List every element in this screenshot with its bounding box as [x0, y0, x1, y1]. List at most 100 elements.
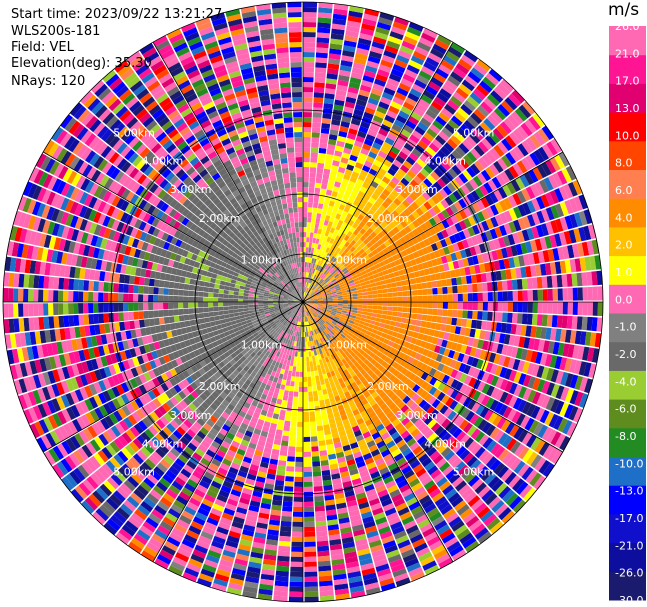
gate-cell — [193, 349, 201, 357]
gate-cell — [331, 309, 337, 313]
gate-cell — [288, 390, 294, 397]
gate-cell — [280, 445, 288, 452]
gate-cell — [311, 376, 316, 382]
gate-cell — [521, 157, 532, 171]
gate-cell — [525, 186, 536, 200]
gate-cell — [341, 221, 348, 229]
gate-cell — [407, 302, 413, 308]
gate-cell — [115, 532, 130, 545]
gate-cell — [366, 369, 374, 376]
gate-cell — [52, 463, 65, 479]
gate-cell — [234, 479, 245, 488]
gate-cell — [592, 286, 598, 301]
gate-cell — [386, 283, 392, 289]
gate-cell — [171, 406, 181, 416]
gate-cell — [311, 441, 319, 447]
gate-cell — [446, 387, 455, 397]
gate-cell — [436, 231, 445, 241]
gate-cell — [312, 345, 316, 351]
gate-cell — [155, 419, 166, 430]
gate-cell — [254, 373, 261, 380]
gate-cell — [276, 313, 282, 317]
gate-cell — [378, 526, 391, 535]
gate-cell — [212, 411, 221, 420]
gate-cell — [573, 407, 584, 423]
gate-cell — [386, 315, 392, 321]
gate-cell — [312, 303, 318, 305]
gate-cell — [42, 401, 52, 416]
gate-cell — [401, 465, 412, 475]
gate-cell — [303, 52, 315, 58]
gate-cell — [228, 466, 239, 475]
gate-cell — [316, 42, 329, 49]
gate-cell — [332, 327, 338, 332]
gate-cell — [327, 300, 333, 302]
gate-cell — [401, 346, 409, 354]
gate-cell — [137, 504, 151, 517]
gate-cell — [284, 354, 289, 360]
gate-cell — [433, 370, 442, 379]
gate-cell — [246, 340, 253, 347]
gate-cell — [587, 224, 597, 240]
gate-cell — [307, 346, 311, 352]
gate-cell — [490, 375, 500, 387]
gate-cell — [251, 400, 259, 408]
gate-cell — [295, 446, 303, 452]
gate-cell — [514, 443, 526, 457]
gate-cell — [170, 396, 179, 406]
gate-cell — [420, 94, 433, 105]
gate-cell — [102, 390, 112, 402]
gate-cell — [300, 311, 302, 317]
gate-cell — [303, 112, 312, 118]
gate-cell — [105, 444, 117, 457]
gate-cell — [344, 272, 351, 277]
gate-cell — [522, 449, 534, 463]
gate-cell — [431, 315, 438, 323]
gate-cell — [331, 263, 337, 269]
gate-cell — [505, 269, 512, 280]
gate-cell — [391, 448, 402, 458]
gate-cell — [357, 439, 367, 447]
gate-cell — [347, 86, 359, 95]
gate-cell — [462, 154, 474, 166]
gate-cell — [29, 423, 41, 439]
gate-cell — [312, 360, 317, 367]
gate-cell — [420, 390, 429, 399]
gate-cell — [356, 313, 362, 318]
gate-cell — [517, 302, 523, 313]
gate-cell — [393, 498, 406, 508]
gate-cell — [335, 323, 341, 329]
gate-cell — [481, 208, 490, 220]
gate-cell — [346, 20, 361, 28]
gate-cell — [186, 345, 194, 353]
gate-cell — [319, 595, 335, 602]
gate-cell — [217, 563, 232, 573]
gate-cell — [299, 311, 301, 317]
gate-cell — [482, 282, 488, 292]
gate-cell — [226, 432, 235, 441]
gate-cell — [525, 154, 537, 169]
gate-cell — [443, 142, 455, 153]
gate-cell — [191, 343, 198, 351]
gate-cell — [275, 429, 283, 436]
gate-cell — [303, 356, 307, 362]
gate-cell — [230, 525, 243, 534]
gate-cell — [186, 460, 197, 470]
gate-cell — [337, 302, 343, 304]
gate-cell — [410, 505, 423, 516]
gate-cell — [58, 425, 70, 440]
gate-cell — [508, 132, 521, 146]
gate-cell — [399, 511, 412, 521]
gate-cell — [305, 305, 310, 311]
gate-cell — [447, 454, 459, 465]
gate-cell — [283, 496, 293, 502]
gate-cell — [256, 336, 263, 343]
gate-cell — [196, 430, 207, 440]
gate-cell — [508, 395, 518, 408]
gate-cell — [221, 411, 230, 420]
gate-cell — [244, 379, 252, 386]
gate-cell — [436, 34, 452, 46]
gate-cell — [336, 268, 342, 274]
gate-cell — [377, 150, 388, 159]
gate-cell — [485, 362, 494, 373]
